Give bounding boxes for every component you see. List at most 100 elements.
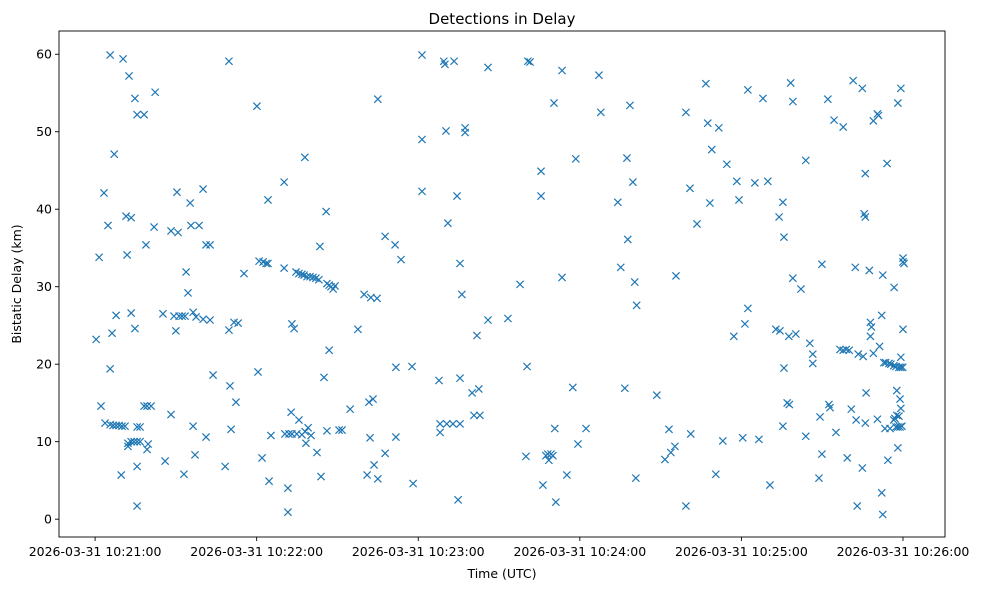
data-point: [475, 411, 484, 420]
data-point: [280, 178, 289, 187]
data-point: [538, 481, 547, 490]
data-point: [839, 123, 848, 132]
data-point: [182, 267, 191, 277]
data-point: [779, 364, 788, 373]
data-point: [472, 331, 481, 340]
data-point: [224, 57, 233, 66]
data-point: [301, 427, 310, 436]
data-point: [825, 403, 835, 412]
data-point: [765, 481, 774, 490]
data-point: [558, 66, 567, 75]
data-point: [786, 78, 795, 87]
data-point: [178, 312, 187, 321]
data-point: [123, 250, 132, 259]
data-point: [363, 470, 372, 480]
data-point: [258, 453, 267, 462]
data-point: [468, 388, 477, 397]
data-point: [127, 213, 136, 222]
plot-frame: [58, 30, 946, 538]
data-point: [263, 195, 273, 204]
data-point: [294, 269, 303, 278]
data-point: [788, 97, 797, 106]
data-point: [391, 433, 400, 442]
data-point: [878, 271, 887, 280]
data-point: [623, 235, 632, 244]
data-point: [283, 484, 292, 493]
data-point: [119, 54, 128, 63]
data-point: [758, 94, 767, 103]
data-point: [453, 192, 462, 201]
data-point: [671, 271, 680, 280]
data-point: [596, 108, 605, 117]
data-point: [805, 339, 814, 348]
data-point: [117, 470, 126, 480]
data-point: [571, 154, 580, 163]
data-point: [231, 398, 240, 407]
x-tick-label: 2026-03-31 10:26:00: [837, 544, 970, 559]
data-point: [711, 470, 720, 479]
data-point: [408, 362, 417, 371]
data-point: [877, 488, 886, 497]
data-point: [845, 346, 854, 355]
data-point: [123, 442, 132, 451]
data-point: [869, 349, 878, 358]
data-point: [849, 76, 858, 85]
data-point: [632, 301, 641, 310]
data-point: [616, 263, 625, 272]
data-point: [346, 405, 355, 414]
data-point: [898, 325, 908, 334]
data-point: [360, 290, 369, 299]
data-point: [206, 240, 215, 249]
data-point: [550, 424, 559, 433]
y-axis-ticks: 0 10 20 30 40 50 60: [36, 47, 59, 527]
data-point: [124, 71, 134, 80]
data-point: [521, 452, 530, 461]
data-point: [322, 426, 331, 435]
y-tick-label: 20: [36, 357, 52, 372]
data-point: [325, 346, 334, 355]
data-point: [225, 381, 235, 390]
data-point: [120, 422, 130, 431]
data-point: [900, 259, 909, 268]
data-point: [294, 415, 303, 425]
data-point: [620, 384, 629, 393]
data-point: [523, 57, 532, 66]
data-point: [133, 422, 142, 431]
data-point: [861, 212, 870, 221]
data-point: [101, 419, 110, 428]
data-point: [179, 470, 188, 479]
data-point: [893, 99, 902, 108]
x-tick-label: 2026-03-31 10:25:00: [675, 544, 808, 559]
y-tick-label: 30: [36, 279, 52, 294]
data-point: [99, 188, 108, 197]
data-point: [106, 50, 115, 60]
data-point: [877, 311, 886, 320]
data-point: [186, 198, 195, 208]
data-point: [568, 383, 577, 392]
data-point: [681, 108, 690, 117]
data-point: [167, 226, 176, 235]
data-point: [144, 439, 153, 449]
data-point: [884, 359, 894, 368]
data-point: [549, 99, 558, 108]
data-point: [763, 177, 772, 186]
data-point: [729, 332, 738, 341]
data-point: [858, 84, 867, 93]
plot-area: [59, 31, 945, 537]
data-point: [685, 184, 694, 193]
data-point: [681, 501, 690, 511]
data-point: [190, 450, 200, 459]
data-point: [133, 110, 142, 119]
data-point: [133, 501, 142, 511]
data-point: [308, 273, 317, 282]
data-point: [853, 501, 862, 511]
data-point: [317, 472, 326, 481]
data-point: [897, 422, 906, 431]
data-point: [239, 269, 249, 278]
data-point: [817, 260, 826, 269]
data-point: [622, 154, 631, 163]
data-point: [851, 263, 860, 272]
data-point: [862, 388, 871, 397]
data-point: [297, 270, 306, 279]
data-point: [631, 474, 640, 483]
